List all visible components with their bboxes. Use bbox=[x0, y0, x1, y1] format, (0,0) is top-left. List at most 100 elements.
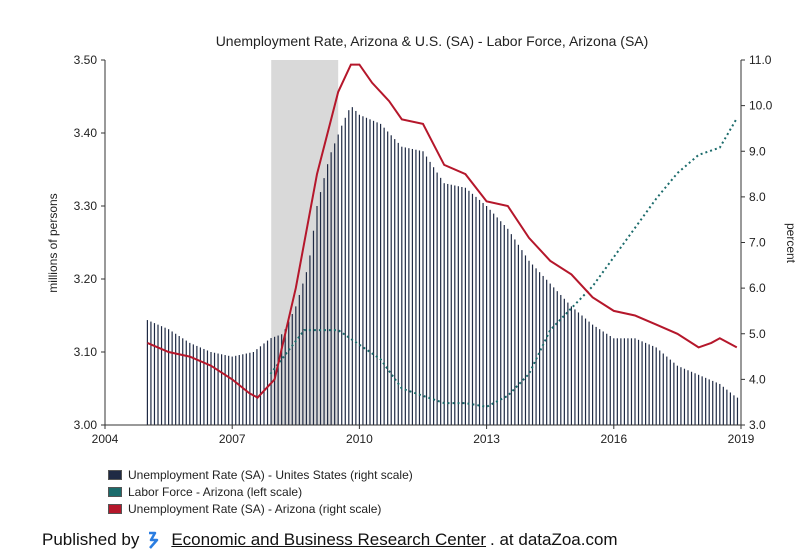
bar-us-unemployment bbox=[351, 107, 353, 426]
bar-us-unemployment bbox=[196, 345, 198, 425]
x-tick-label: 2007 bbox=[219, 432, 246, 446]
bar-us-unemployment bbox=[447, 183, 449, 425]
bar-us-unemployment bbox=[185, 340, 187, 425]
bar-us-unemployment bbox=[224, 355, 226, 425]
bar-us-unemployment bbox=[252, 352, 254, 425]
bar-us-unemployment bbox=[570, 306, 572, 426]
bar-us-unemployment bbox=[602, 331, 604, 425]
y-right-tick-label: 5.0 bbox=[749, 327, 766, 341]
bar-us-unemployment bbox=[221, 354, 223, 425]
bar-us-unemployment bbox=[323, 178, 325, 425]
bar-us-unemployment bbox=[203, 348, 205, 425]
bar-us-unemployment bbox=[164, 327, 166, 425]
bar-us-unemployment bbox=[588, 321, 590, 425]
bar-us-unemployment bbox=[210, 352, 212, 425]
bar-us-unemployment bbox=[358, 114, 360, 425]
x-tick-label: 2010 bbox=[346, 432, 373, 446]
bar-us-unemployment bbox=[288, 321, 290, 425]
x-tick-label: 2019 bbox=[728, 432, 755, 446]
bar-us-unemployment bbox=[450, 184, 452, 425]
bar-us-unemployment bbox=[705, 377, 707, 425]
bar-us-unemployment bbox=[539, 272, 541, 425]
bar-us-unemployment bbox=[645, 342, 647, 426]
bar-us-unemployment bbox=[521, 250, 523, 425]
bar-us-unemployment bbox=[380, 123, 382, 426]
bar-us-unemployment bbox=[341, 125, 343, 426]
legend-label-labor-force: Labor Force - Arizona (left scale) bbox=[128, 484, 303, 499]
bar-us-unemployment bbox=[701, 376, 703, 425]
bar-us-unemployment bbox=[440, 177, 442, 425]
bar-us-unemployment bbox=[454, 185, 456, 425]
bar-us-unemployment bbox=[662, 353, 664, 425]
bar-us-unemployment bbox=[312, 230, 315, 425]
bar-us-unemployment bbox=[316, 206, 318, 425]
bar-us-unemployment bbox=[228, 355, 230, 425]
bar-us-unemployment bbox=[182, 338, 184, 425]
bar-us-unemployment bbox=[369, 119, 371, 425]
bar-us-unemployment bbox=[514, 239, 516, 425]
line-unemployment-arizona bbox=[147, 63, 738, 399]
footer-published-by: Published by bbox=[42, 530, 140, 549]
bar-us-unemployment bbox=[309, 255, 311, 425]
y-right-tick-label: 7.0 bbox=[749, 236, 766, 250]
bar-us-unemployment bbox=[471, 193, 474, 425]
y-right-tick-label: 6.0 bbox=[749, 281, 766, 295]
bar-us-unemployment bbox=[687, 370, 689, 425]
bar-us-unemployment bbox=[390, 135, 392, 425]
bar-us-unemployment bbox=[708, 379, 710, 426]
bar-us-unemployment bbox=[305, 272, 307, 425]
bar-us-unemployment bbox=[616, 338, 618, 425]
bar-us-unemployment bbox=[726, 389, 728, 425]
y-axis-left-label: millions of persons bbox=[46, 193, 60, 292]
bar-us-unemployment bbox=[482, 202, 484, 425]
x-tick-label: 2004 bbox=[92, 432, 119, 446]
bar-us-unemployment bbox=[266, 340, 269, 425]
bar-us-unemployment bbox=[613, 338, 615, 425]
bar-us-unemployment bbox=[263, 343, 265, 425]
bar-us-unemployment bbox=[319, 192, 322, 425]
bar-us-unemployment bbox=[690, 371, 693, 425]
legend-item-labor-force[interactable]: Labor Force - Arizona (left scale) bbox=[108, 483, 413, 500]
bar-us-unemployment bbox=[553, 287, 555, 425]
bar-us-unemployment bbox=[383, 127, 385, 426]
bar-us-unemployment bbox=[464, 187, 466, 425]
bar-us-unemployment bbox=[175, 333, 177, 425]
bar-us-unemployment bbox=[245, 353, 247, 425]
bar-us-unemployment bbox=[531, 264, 534, 425]
bar-us-unemployment bbox=[673, 362, 675, 425]
bar-us-unemployment bbox=[213, 352, 216, 425]
bar-us-unemployment bbox=[500, 221, 502, 425]
legend-item-us-unemployment[interactable]: Unemployment Rate (SA) - Unites States (… bbox=[108, 466, 413, 483]
bar-us-unemployment bbox=[609, 336, 611, 425]
bar-us-unemployment bbox=[581, 315, 583, 425]
bar-us-unemployment bbox=[556, 291, 558, 425]
bar-us-unemployment bbox=[655, 347, 657, 425]
bar-us-unemployment bbox=[733, 395, 735, 425]
y-right-tick-label: 10.0 bbox=[749, 99, 773, 113]
legend-item-az-unemployment[interactable]: Unemployment Rate (SA) - Arizona (right … bbox=[108, 500, 413, 517]
bar-us-unemployment bbox=[641, 341, 643, 425]
y-left-tick-label: 3.20 bbox=[74, 272, 98, 286]
bar-us-unemployment bbox=[302, 283, 304, 425]
bar-us-unemployment bbox=[337, 134, 339, 425]
bar-us-unemployment bbox=[669, 359, 671, 425]
bar-us-unemployment bbox=[401, 146, 403, 425]
bar-us-unemployment bbox=[199, 347, 201, 425]
bar-us-unemployment bbox=[648, 344, 650, 425]
y-left-tick-label: 3.50 bbox=[74, 53, 98, 67]
bar-us-unemployment bbox=[503, 225, 505, 425]
bar-us-unemployment bbox=[160, 326, 163, 425]
bar-us-unemployment bbox=[344, 117, 346, 425]
bar-us-unemployment bbox=[189, 342, 191, 426]
bar-us-unemployment bbox=[422, 151, 424, 425]
bar-us-unemployment bbox=[510, 234, 512, 425]
bar-us-unemployment bbox=[150, 321, 152, 425]
bar-us-unemployment bbox=[330, 152, 332, 425]
footer-link-ebrc[interactable]: Economic and Business Research Center bbox=[171, 530, 487, 549]
bar-us-unemployment bbox=[577, 312, 580, 425]
bar-us-unemployment bbox=[563, 298, 565, 425]
y-right-tick-label: 4.0 bbox=[749, 372, 766, 386]
footer: Published by Economic and Business Resea… bbox=[42, 530, 618, 550]
y-right-tick-label: 3.0 bbox=[749, 418, 766, 432]
bar-us-unemployment bbox=[620, 338, 622, 425]
